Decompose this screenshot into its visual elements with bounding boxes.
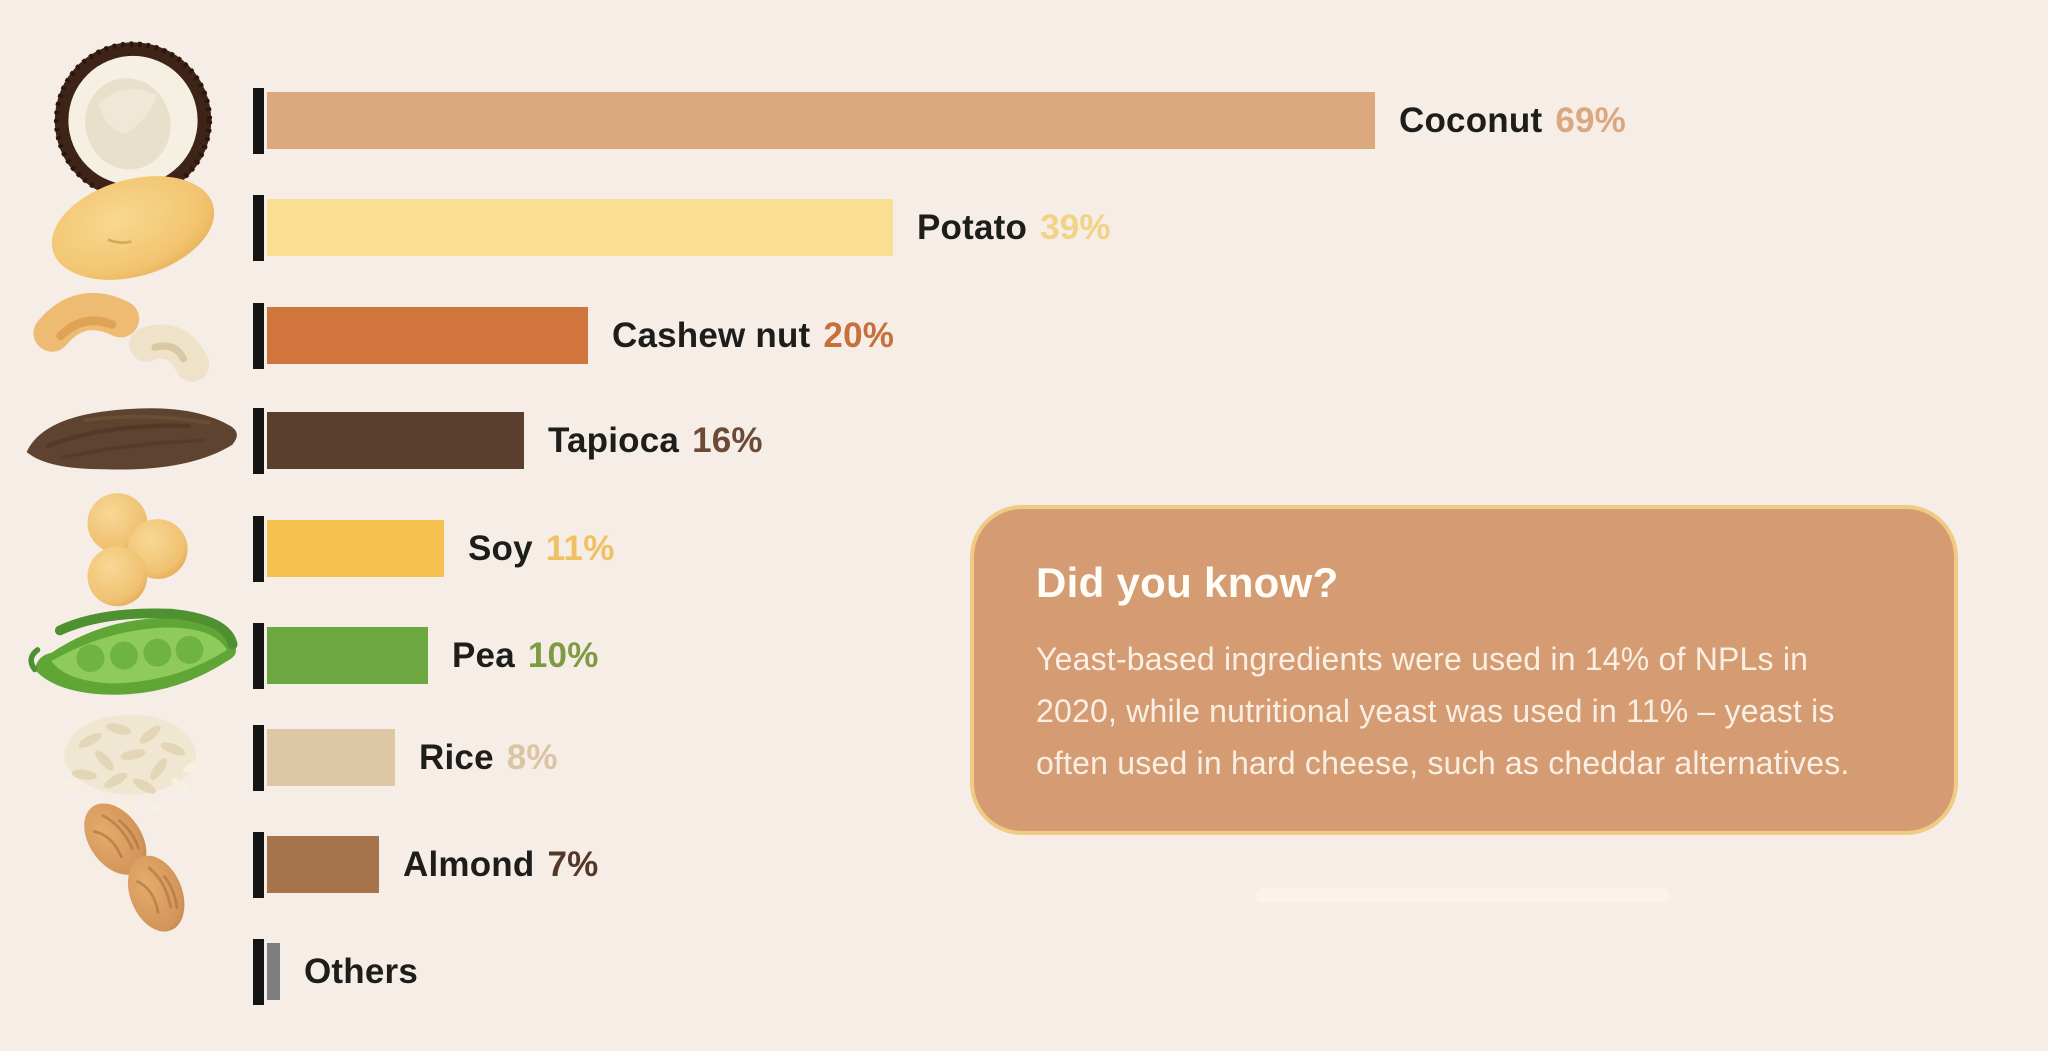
rice-image (18, 658, 248, 858)
bar-label: Potato 39% (917, 199, 1111, 256)
bar-label: Others (304, 943, 418, 1000)
bar-value-text: 20% (823, 316, 895, 355)
bar-label-text: Pea (452, 636, 515, 675)
bar-label: Rice 8% (419, 729, 558, 786)
bar-row-others: Others (0, 938, 2048, 1005)
bar-row-cashew-nut: Cashew nut 20% (0, 292, 2048, 382)
axis-tick (253, 724, 264, 791)
bar-almond (267, 836, 379, 893)
axis-tick (253, 831, 264, 898)
axis-tick (253, 194, 264, 261)
axis-tick (253, 407, 264, 474)
bar-label: Almond 7% (403, 836, 598, 893)
bar-label: Soy 11% (468, 520, 615, 577)
bar-label-text: Rice (419, 738, 494, 777)
bar-label-text: Cashew nut (612, 316, 811, 355)
bar-label: Cashew nut 20% (612, 307, 894, 364)
bar-cashew-nut (267, 307, 588, 364)
coconut-image (18, 21, 248, 221)
cashew-image (18, 236, 248, 436)
axis-tick (253, 302, 264, 369)
decorative-strip (1255, 888, 1670, 903)
bar-row-coconut: Coconut 69% (0, 41, 2048, 200)
bar-coconut (267, 92, 1375, 149)
did-you-know-body: Yeast-based ingredients were used in 14%… (1036, 641, 1850, 781)
tapioca-image (18, 341, 248, 541)
bar-row-almond: Almond 7% (0, 802, 2048, 932)
bar-label-text: Others (304, 952, 419, 991)
bar-label-text: Almond (403, 845, 535, 884)
bar-others (267, 943, 280, 1000)
bar-label-text: Coconut (1399, 101, 1543, 140)
bar-value-text: 10% (527, 636, 599, 675)
bar-value-text: 39% (1040, 208, 1111, 247)
bar-label-text: Soy (468, 529, 533, 568)
bar-rice (267, 729, 395, 786)
bar-value-text: 16% (692, 421, 763, 460)
axis-tick (253, 938, 264, 1005)
bar-potato (267, 199, 893, 256)
soy-image (18, 449, 248, 649)
axis-tick (253, 515, 264, 582)
bar-tapioca (267, 412, 524, 469)
bar-label-text: Potato (917, 208, 1028, 247)
bar-label: Pea 10% (452, 627, 599, 684)
bar-label: Tapioca 16% (548, 412, 763, 469)
bar-value-text: 69% (1555, 101, 1626, 140)
axis-tick (253, 622, 264, 689)
almond-image (18, 765, 248, 965)
bar-label-text: Tapioca (548, 421, 680, 460)
axis-tick (253, 87, 264, 154)
pea-image (18, 556, 248, 756)
bar-value-text: 7% (547, 845, 599, 884)
bar-value-text: 8% (506, 738, 558, 777)
did-you-know-card: Did you know? Yeast-based ingredients we… (970, 505, 1958, 835)
bar-pea (267, 627, 428, 684)
bar-value-text: 11% (545, 529, 615, 568)
potato-image (18, 128, 248, 328)
bar-soy (267, 520, 444, 577)
bar-row-tapioca: Tapioca 16% (0, 407, 2048, 474)
bar-label: Coconut 69% (1399, 92, 1626, 149)
did-you-know-title: Did you know? (1036, 559, 1339, 606)
bar-row-potato: Potato 39% (0, 175, 2048, 280)
